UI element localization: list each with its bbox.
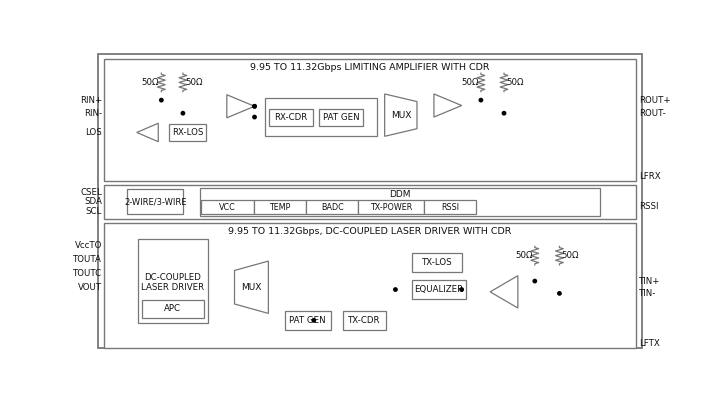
Polygon shape	[385, 94, 417, 136]
Text: VCC: VCC	[219, 203, 236, 212]
Circle shape	[558, 292, 561, 295]
Bar	[142, 300, 204, 318]
Bar	[306, 200, 359, 214]
Circle shape	[253, 105, 256, 108]
Text: 2-WIRE/3-WIRE: 2-WIRE/3-WIRE	[124, 197, 186, 206]
Text: EQUALIZER: EQUALIZER	[414, 285, 463, 294]
Text: SDA: SDA	[84, 197, 102, 206]
Text: RIN-: RIN-	[84, 109, 102, 118]
Text: MUX: MUX	[391, 111, 411, 120]
Text: RX-LOS: RX-LOS	[172, 128, 203, 137]
Text: APC: APC	[165, 304, 181, 313]
Text: LFTX: LFTX	[639, 339, 659, 348]
Bar	[138, 240, 207, 323]
Circle shape	[312, 319, 316, 322]
Text: 50Ω: 50Ω	[185, 78, 202, 87]
Text: TOUTC: TOUTC	[73, 269, 102, 278]
Polygon shape	[490, 276, 518, 308]
Polygon shape	[227, 95, 255, 118]
Text: TOUTA: TOUTA	[73, 255, 102, 264]
Bar	[269, 109, 313, 125]
Bar	[128, 189, 183, 214]
Circle shape	[393, 288, 397, 291]
Circle shape	[479, 98, 482, 102]
Bar	[103, 185, 637, 219]
Bar	[103, 222, 637, 348]
Polygon shape	[136, 123, 158, 142]
Text: ROUT+: ROUT+	[639, 96, 671, 105]
Text: TX-POWER: TX-POWER	[370, 203, 412, 212]
Bar	[284, 311, 331, 330]
Circle shape	[253, 115, 256, 119]
Circle shape	[460, 288, 464, 291]
Text: 9.95 TO 11.32Gbps LIMITING AMPLIFIER WITH CDR: 9.95 TO 11.32Gbps LIMITING AMPLIFIER WIT…	[251, 62, 490, 72]
Circle shape	[181, 111, 185, 115]
Polygon shape	[434, 94, 461, 117]
Text: TX-LOS: TX-LOS	[422, 258, 452, 267]
Text: ROUT-: ROUT-	[639, 109, 666, 118]
Text: LOS: LOS	[85, 128, 102, 137]
Text: TIN-: TIN-	[639, 289, 656, 298]
Text: 9.95 TO 11.32Gbps, DC-COUPLED LASER DRIVER WITH CDR: 9.95 TO 11.32Gbps, DC-COUPLED LASER DRIV…	[228, 226, 512, 236]
Text: TIN+: TIN+	[639, 277, 660, 286]
Text: MUX: MUX	[241, 283, 261, 292]
Text: SCL: SCL	[86, 207, 102, 215]
Bar	[253, 200, 306, 214]
Text: 50Ω: 50Ω	[461, 78, 479, 87]
Circle shape	[533, 279, 536, 283]
Text: RSSI: RSSI	[639, 202, 658, 211]
Bar	[201, 200, 253, 214]
Circle shape	[160, 98, 163, 102]
Text: 50Ω: 50Ω	[562, 251, 579, 260]
Text: TEMP: TEMP	[269, 203, 291, 212]
Bar	[319, 109, 363, 125]
Text: 50Ω: 50Ω	[506, 78, 523, 87]
Text: RX-CDR: RX-CDR	[274, 113, 308, 121]
Polygon shape	[235, 261, 269, 313]
Circle shape	[253, 105, 256, 108]
Text: VᴄᴄTO: VᴄᴄTO	[74, 241, 102, 250]
Text: CSEL: CSEL	[80, 188, 102, 197]
Text: PAT GEN: PAT GEN	[323, 113, 360, 121]
Bar	[412, 254, 462, 272]
Bar	[343, 311, 386, 330]
Text: TX-CDR: TX-CDR	[349, 316, 381, 325]
Text: RIN+: RIN+	[80, 96, 102, 105]
Text: DC-COUPLED
LASER DRIVER: DC-COUPLED LASER DRIVER	[142, 273, 204, 293]
Bar	[265, 98, 377, 136]
Text: RSSI: RSSI	[441, 203, 459, 212]
Bar	[200, 188, 600, 216]
Text: DDM: DDM	[389, 190, 411, 199]
Circle shape	[503, 111, 505, 115]
Text: 50Ω: 50Ω	[516, 251, 533, 260]
Text: LFRX: LFRX	[639, 172, 661, 181]
Bar	[103, 59, 637, 181]
Bar	[169, 124, 206, 141]
Text: PAT GEN: PAT GEN	[290, 316, 326, 325]
Bar	[412, 280, 466, 299]
Bar	[359, 200, 424, 214]
Text: 50Ω: 50Ω	[142, 78, 160, 87]
Bar	[424, 200, 477, 214]
Text: BADC: BADC	[321, 203, 344, 212]
Text: VOUT: VOUT	[78, 283, 102, 292]
